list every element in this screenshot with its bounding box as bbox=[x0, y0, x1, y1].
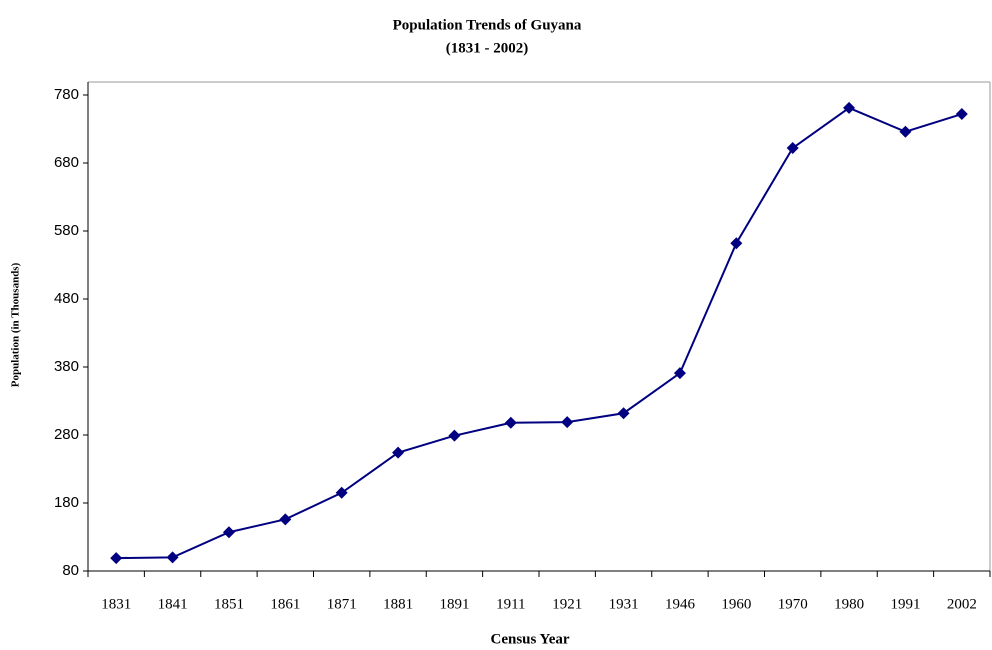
data-marker bbox=[504, 416, 517, 429]
x-tick-label: 1841 bbox=[158, 596, 188, 612]
data-marker bbox=[561, 416, 574, 429]
x-tick-label: 1831 bbox=[101, 596, 131, 612]
y-tick-label: 80 bbox=[62, 562, 79, 579]
data-marker bbox=[730, 237, 743, 250]
x-tick-label: 1960 bbox=[721, 596, 751, 612]
y-tick-label: 480 bbox=[54, 290, 79, 307]
x-tick-label: 2002 bbox=[947, 596, 977, 612]
x-tick-label: 1851 bbox=[214, 596, 244, 612]
x-tick-label: 1980 bbox=[834, 596, 864, 612]
data-marker bbox=[786, 142, 799, 155]
data-marker bbox=[279, 513, 292, 526]
data-marker bbox=[673, 367, 686, 380]
x-tick-label: 1970 bbox=[778, 596, 808, 612]
data-marker bbox=[392, 446, 405, 459]
x-tick-label: 1891 bbox=[439, 596, 469, 612]
data-marker bbox=[843, 101, 856, 114]
data-marker bbox=[899, 125, 912, 138]
y-tick-label: 580 bbox=[54, 222, 79, 239]
x-tick-label: 1861 bbox=[270, 596, 300, 612]
y-tick-label: 380 bbox=[54, 358, 79, 375]
y-axis-label: Population (in Thousands) bbox=[10, 262, 22, 387]
data-marker bbox=[110, 552, 123, 565]
x-tick-label: 1991 bbox=[890, 596, 920, 612]
y-tick-label: 780 bbox=[54, 86, 79, 103]
data-line bbox=[116, 106, 963, 560]
data-marker bbox=[448, 429, 461, 442]
x-tick-label: 1931 bbox=[609, 596, 639, 612]
x-axis-label: Census Year bbox=[490, 631, 569, 647]
y-tick-label: 680 bbox=[54, 154, 79, 171]
chart-subtitle: (1831 - 2002) bbox=[446, 40, 529, 56]
y-tick-label: 280 bbox=[54, 426, 79, 443]
y-tick-label: 180 bbox=[54, 494, 79, 511]
chart-title: Population Trends of Guyana bbox=[393, 17, 582, 33]
data-marker bbox=[222, 526, 235, 539]
x-tick-label: 1921 bbox=[552, 596, 582, 612]
x-tick-label: 1871 bbox=[327, 596, 357, 612]
data-marker bbox=[166, 551, 179, 564]
x-tick-label: 1946 bbox=[665, 596, 696, 612]
x-tick-label: 1911 bbox=[496, 596, 525, 612]
data-marker bbox=[955, 108, 968, 121]
x-tick-label: 1881 bbox=[383, 596, 413, 612]
data-marker bbox=[617, 407, 630, 420]
data-marker bbox=[335, 486, 348, 499]
